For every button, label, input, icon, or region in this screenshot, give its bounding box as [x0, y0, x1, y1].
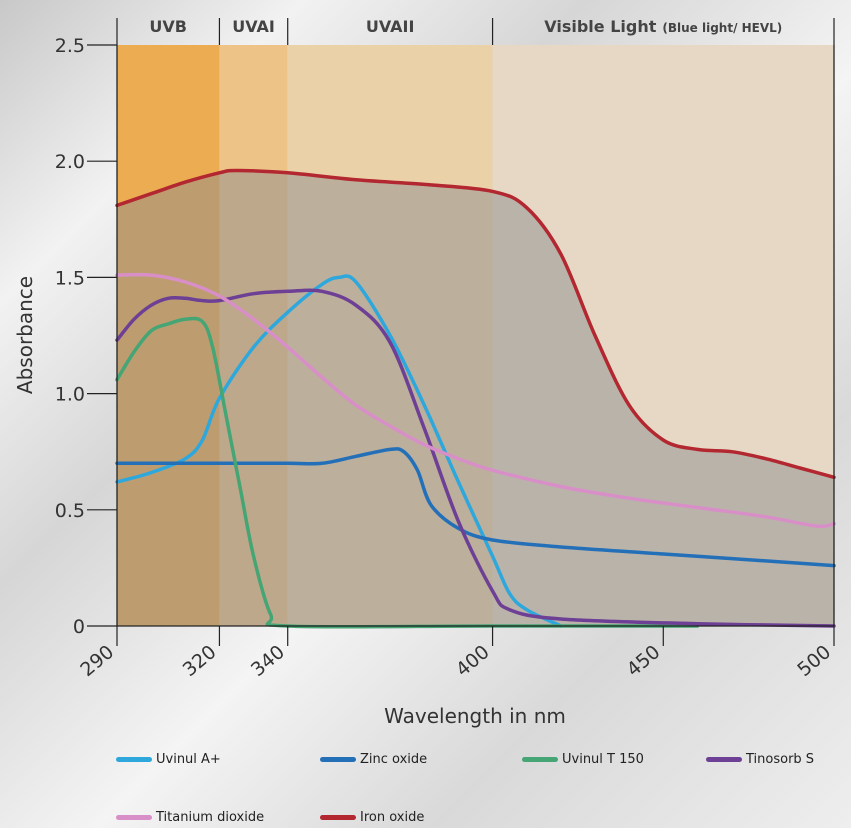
- x-tick-label: 400: [452, 641, 494, 681]
- series-uvinul-a: [115, 274, 563, 628]
- region-label-uvaii: UVAII: [366, 17, 415, 36]
- y-tick-label: 1.5: [55, 267, 85, 289]
- y-axis-label: Absorbance: [13, 276, 37, 394]
- series-iron-oxide: [115, 168, 836, 480]
- region-label-uvb: UVB: [149, 17, 187, 36]
- series-titanium-dioxide: [115, 272, 836, 529]
- y-tick-label: 2.0: [55, 151, 85, 173]
- x-tick-label: 340: [247, 641, 289, 681]
- fill-iron-oxide: [117, 170, 834, 626]
- x-axis-label: Wavelength in nm: [384, 704, 566, 728]
- y-tick-label: 1.0: [55, 384, 85, 406]
- x-tick-label: 450: [623, 641, 665, 681]
- region-label-visible-light: Visible Light (Blue light/ HEVL): [544, 17, 782, 36]
- x-tick-label: 290: [76, 641, 118, 681]
- x-tick-label: 320: [179, 641, 221, 681]
- y-tick-label: 0.5: [55, 500, 85, 522]
- region-labels: UVB UVAI UVAII Visible Light (Blue light/ HE…: [116, 17, 835, 45]
- series-zinc-oxide: [115, 447, 836, 568]
- y-tick-label: 0: [73, 616, 85, 638]
- region-label-uvai: UVAI: [232, 17, 275, 36]
- iron-oxide-fill: [117, 170, 834, 626]
- x-tick-label: 500: [793, 641, 835, 681]
- series-tinosorb-s: [115, 288, 836, 628]
- region-sublabel: (Blue light/ HEVL): [662, 21, 782, 35]
- y-tick-label: 2.5: [55, 35, 85, 57]
